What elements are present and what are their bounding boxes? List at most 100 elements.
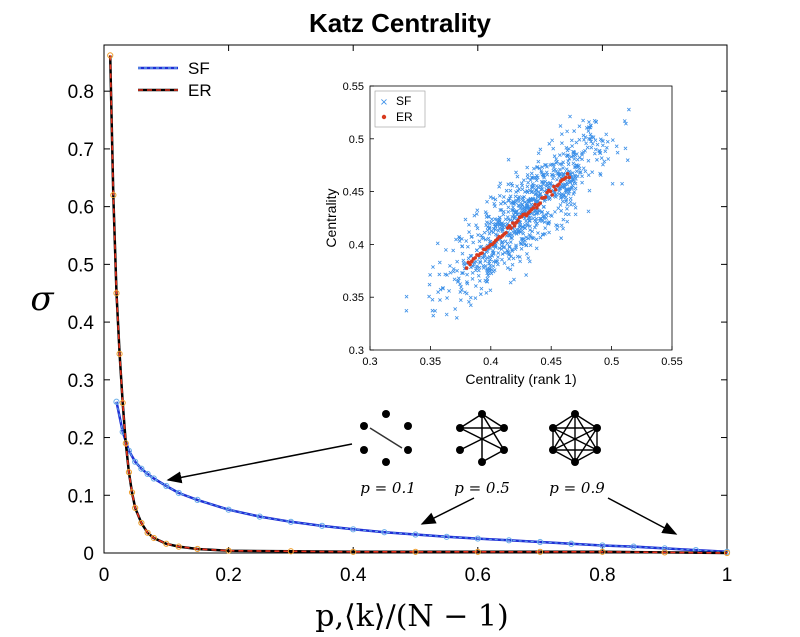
inset-point-sf [571,170,575,175]
inset-point-sf [624,121,628,126]
inset-point-sf [498,201,503,206]
inset-point-sf [623,146,628,151]
inset-point-sf [610,138,615,142]
network-diagram-p09 [549,410,601,466]
inset-point-sf [573,212,578,217]
inset-point-sf [500,240,505,245]
inset-point-sf [505,215,510,220]
data-point-er [661,549,668,556]
inset-point-sf [514,190,518,194]
inset-point-sf [557,171,562,176]
inset-point-sf [533,192,538,197]
inset-point-sf [467,299,471,304]
inset-point-sf [525,165,530,170]
arrow-to-mid-curve [420,497,475,525]
data-point-sf [505,537,513,544]
inset-point-sf [480,235,485,240]
inset-point-sf [566,212,571,217]
data-point-er [113,290,120,297]
y-tick-label: 0.2 [68,429,94,450]
inset-point-er [504,230,508,235]
inset-point-sf [461,258,466,263]
inset-point-sf [475,264,479,269]
inset-series-layer [404,107,631,320]
inset-point-sf [453,307,458,311]
inset-legend-box [374,90,426,128]
inset-point-sf [533,225,537,230]
inset-point-sf [515,184,519,189]
inset-point-sf [497,193,502,198]
inset-point-sf [565,202,570,207]
inset-point-sf [457,239,462,244]
inset-point-sf [560,199,565,204]
main-axes-ticks: 0 0.2 0.4 0.6 0.8 1 0 0.1 0.2 0.3 0.4 0.5 0.6 0.7 0.8 [68,45,732,586]
inset-point-sf [443,247,448,252]
inset-point-sf [436,290,441,294]
inset-point-sf [526,256,531,261]
inset-point-sf [573,205,578,210]
data-point-er [412,548,419,555]
data-point-sf [474,535,481,542]
inset-point-sf [524,273,529,277]
inset-point-sf [528,224,532,229]
inset-point-sf [575,157,580,162]
inset-point-sf [524,219,528,223]
inset-point-sf [477,265,482,270]
inset-point-sf [604,145,609,150]
inset-point-sf [564,195,568,200]
inset-y-tick-label: 0.4 [349,239,364,251]
inset-point-sf [525,172,530,177]
inset-point-sf [508,240,513,244]
inset-point-sf [589,145,594,150]
inset-point-sf [513,247,518,252]
inset-point-sf [568,199,573,204]
inset-point-sf [536,231,540,235]
inset-point-sf [533,188,538,192]
inset-point-sf [558,124,563,128]
data-point-sf [568,540,575,547]
inset-point-sf [592,151,597,156]
inset-point-sf [443,272,448,277]
data-point-er [119,399,126,407]
inset-point-sf [507,231,512,236]
inset-point-sf [535,165,540,169]
inset-y-tick-label: 0.35 [343,292,364,304]
data-point-sf [381,529,388,536]
data-point-sf [138,465,145,472]
inset-point-sf [587,120,591,124]
data-point-er [107,52,114,59]
inset-point-sf [561,226,565,231]
inset-point-sf [603,149,608,154]
network-label-p09: p = 0.9 [549,479,605,497]
data-point-er [225,547,232,554]
inset-point-sf [581,166,586,171]
inset-point-sf [531,216,536,221]
data-point-er [287,548,294,555]
inset-point-sf [580,152,584,157]
inset-point-sf [486,236,491,241]
inset-point-sf [501,195,506,199]
inset-point-sf [594,119,598,124]
inset-point-sf [431,313,436,318]
inset-point-sf [572,129,577,133]
network-diagram-p05 [456,410,508,466]
inset-point-sf [584,141,588,146]
inset-point-sf [467,230,471,234]
arrow-to-sf-curve [166,443,353,484]
inset-point-sf [573,153,578,158]
data-point-er [138,519,145,527]
inset-point-sf [454,237,458,242]
inset-point-sf [574,169,579,174]
inset-point-er [511,221,515,225]
inset-point-sf [531,236,536,241]
inset-point-sf [549,214,554,218]
data-point-er [132,504,139,512]
inset-point-sf [488,263,493,268]
inset-point-sf [524,243,529,248]
inset-point-sf [534,216,539,221]
data-point-er [110,191,117,199]
inset-point-sf [529,185,534,190]
inset-point-sf [577,137,582,142]
inset-point-sf [483,237,488,242]
inset-point-sf [515,254,520,259]
